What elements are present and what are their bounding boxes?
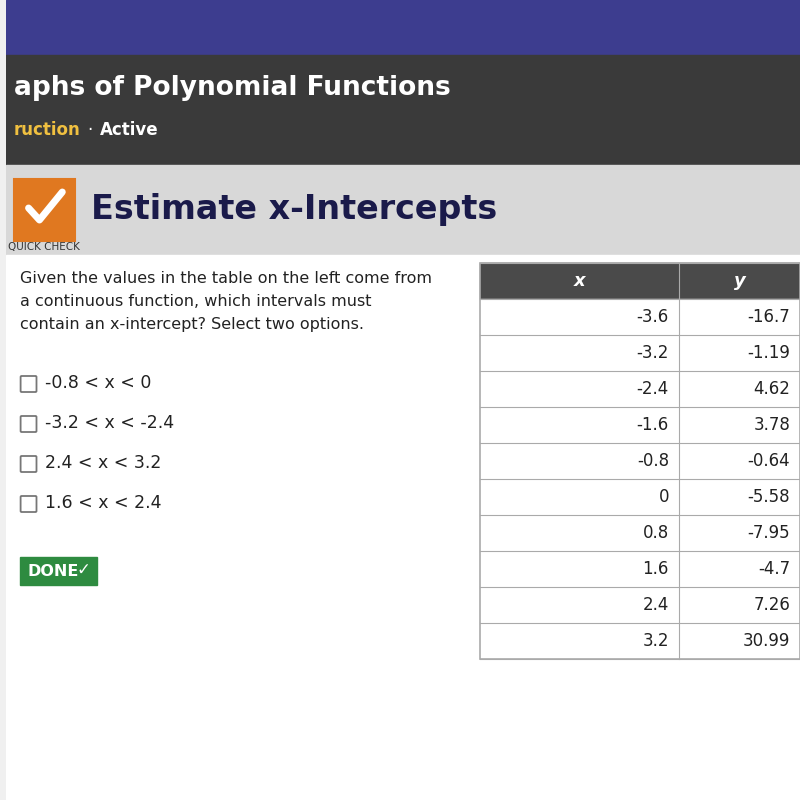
Text: x: x: [574, 272, 586, 290]
Bar: [480, 443, 800, 479]
Text: aphs of Polynomial Functions: aphs of Polynomial Functions: [14, 75, 450, 101]
Text: 3.78: 3.78: [753, 416, 790, 434]
Text: 3.2: 3.2: [642, 632, 669, 650]
Text: 2.4: 2.4: [642, 596, 669, 614]
FancyBboxPatch shape: [21, 376, 37, 392]
Bar: [480, 623, 800, 659]
Text: ruction: ruction: [14, 121, 81, 139]
Text: -3.2: -3.2: [637, 344, 669, 362]
Text: 30.99: 30.99: [742, 632, 790, 650]
Text: -3.2 < x < -2.4: -3.2 < x < -2.4: [46, 414, 174, 432]
Text: -3.6: -3.6: [637, 308, 669, 326]
Text: -4.7: -4.7: [758, 560, 790, 578]
Bar: [480, 263, 800, 659]
Text: -1.6: -1.6: [637, 416, 669, 434]
FancyBboxPatch shape: [21, 456, 37, 472]
Text: Estimate x-Intercepts: Estimate x-Intercepts: [91, 194, 498, 226]
Text: ·: ·: [87, 121, 92, 139]
Text: -16.7: -16.7: [747, 308, 790, 326]
Text: 1.6 < x < 2.4: 1.6 < x < 2.4: [46, 494, 162, 512]
Bar: [480, 515, 800, 551]
Text: Given the values in the table on the left come from
a continuous function, which: Given the values in the table on the lef…: [20, 271, 432, 331]
Text: 7.26: 7.26: [753, 596, 790, 614]
Text: 2.4 < x < 3.2: 2.4 < x < 3.2: [46, 454, 162, 472]
Text: y: y: [734, 272, 746, 290]
Text: 4.62: 4.62: [753, 380, 790, 398]
Bar: [6, 255, 800, 800]
FancyBboxPatch shape: [21, 496, 37, 512]
Bar: [480, 479, 800, 515]
Text: -7.95: -7.95: [747, 524, 790, 542]
Bar: [480, 299, 800, 335]
FancyBboxPatch shape: [21, 416, 37, 432]
Bar: [480, 371, 800, 407]
Text: -1.19: -1.19: [747, 344, 790, 362]
Bar: [20, 557, 97, 585]
Bar: [480, 263, 800, 299]
Bar: [480, 407, 800, 443]
Bar: [480, 587, 800, 623]
Text: QUICK CHECK: QUICK CHECK: [9, 242, 80, 252]
Bar: [6, 55, 800, 165]
Text: 0.8: 0.8: [642, 524, 669, 542]
Text: -0.64: -0.64: [747, 452, 790, 470]
Text: DONE: DONE: [28, 563, 79, 578]
Text: Active: Active: [100, 121, 158, 139]
Text: -0.8: -0.8: [637, 452, 669, 470]
Text: -2.4: -2.4: [637, 380, 669, 398]
Text: -0.8 < x < 0: -0.8 < x < 0: [46, 374, 152, 392]
Bar: [6, 165, 800, 255]
Bar: [480, 551, 800, 587]
Text: ✓: ✓: [76, 561, 90, 579]
Bar: [14, 179, 75, 241]
Bar: [480, 335, 800, 371]
Text: -5.58: -5.58: [747, 488, 790, 506]
Text: 1.6: 1.6: [642, 560, 669, 578]
Text: 0: 0: [658, 488, 669, 506]
Bar: [6, 0, 800, 55]
